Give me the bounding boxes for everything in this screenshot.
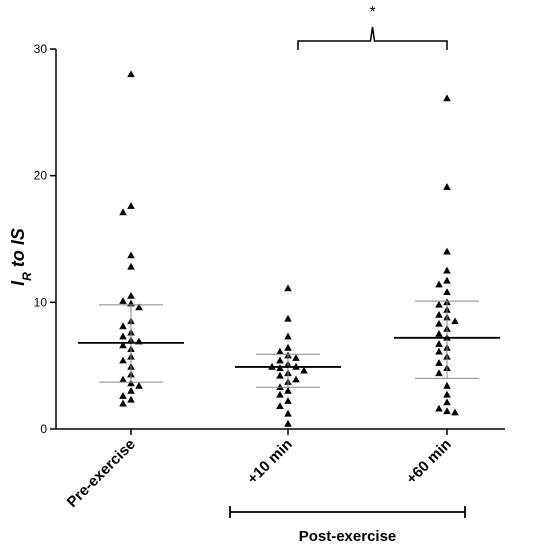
data-point <box>276 390 284 398</box>
data-point <box>276 347 284 355</box>
y-axis: 0 10 20 30 <box>34 42 57 436</box>
data-point <box>443 390 451 398</box>
data-point <box>284 284 292 292</box>
data-point <box>451 408 459 416</box>
data-point <box>443 276 451 284</box>
data-point <box>119 392 127 399</box>
data-point <box>119 341 127 349</box>
data-point <box>284 419 292 427</box>
data-point <box>284 397 292 404</box>
x-category-label: +60 min <box>403 436 455 488</box>
data-point <box>292 354 300 361</box>
data-point <box>435 311 443 318</box>
data-point <box>443 398 451 406</box>
data-point <box>435 369 443 377</box>
data-point <box>276 402 284 409</box>
data-point <box>443 247 451 255</box>
data-point <box>284 343 292 351</box>
data-point <box>443 183 451 190</box>
data-point <box>443 94 451 102</box>
data-point <box>127 387 135 394</box>
group-label: Post-exercise <box>299 528 397 545</box>
data-points <box>119 70 459 427</box>
data-point <box>300 366 308 374</box>
data-point <box>435 330 443 337</box>
data-point <box>451 317 459 325</box>
data-point <box>435 404 443 412</box>
x-category-label: +10 min <box>244 436 296 488</box>
data-point <box>435 300 443 308</box>
data-point <box>119 297 127 304</box>
data-point <box>119 332 127 340</box>
data-point <box>284 314 292 322</box>
data-point <box>127 202 135 209</box>
data-point <box>127 292 135 299</box>
significance-bracket-line <box>297 26 448 50</box>
data-point <box>119 356 127 364</box>
significance-label: * <box>369 4 375 21</box>
significance-bracket: * <box>297 4 448 50</box>
data-point <box>284 332 292 340</box>
y-tick-label: 10 <box>34 295 48 309</box>
y-tick-label: 30 <box>34 42 48 56</box>
data-point <box>119 375 127 383</box>
data-point <box>135 303 143 311</box>
data-point <box>127 251 135 259</box>
data-point <box>435 340 443 347</box>
data-point <box>119 399 127 407</box>
data-point <box>127 379 135 387</box>
data-point <box>284 387 292 394</box>
y-axis-title: IR to IS <box>8 228 34 286</box>
data-point <box>276 356 284 364</box>
data-point <box>127 262 135 270</box>
data-point <box>435 319 443 327</box>
y-tick-label: 20 <box>34 169 48 183</box>
data-point <box>443 288 451 295</box>
data-point <box>292 375 300 383</box>
data-point <box>119 322 127 330</box>
data-point <box>443 381 451 389</box>
data-point <box>435 347 443 355</box>
data-point <box>127 395 135 403</box>
x-category-label: Pre-exercise <box>64 436 139 511</box>
data-point <box>284 409 292 417</box>
x-axis <box>56 428 505 435</box>
data-point <box>135 381 143 389</box>
data-point <box>276 383 284 390</box>
data-point <box>276 371 284 379</box>
category-labels: Pre-exercise +10 min +60 min <box>64 436 455 511</box>
data-point <box>119 208 127 216</box>
y-tick-label: 0 <box>40 422 47 436</box>
data-point <box>127 70 135 78</box>
data-point <box>435 280 443 288</box>
data-point <box>435 359 443 366</box>
mean-sd-bars <box>78 300 500 388</box>
data-point <box>443 266 451 274</box>
post-exercise-group-bracket: Post-exercise <box>229 506 466 545</box>
data-point <box>443 407 451 415</box>
